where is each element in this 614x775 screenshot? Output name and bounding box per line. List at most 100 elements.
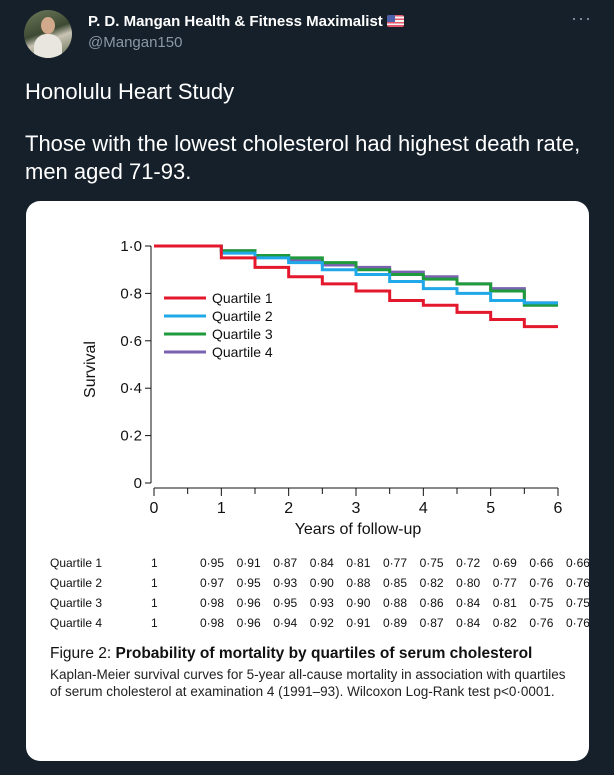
table-cell: 0·84 — [456, 616, 481, 630]
y-tick-label: 0·8 — [120, 285, 142, 302]
survival-chart: 0 0·2 0·4 0·6 0·8 1·0 0 1 2 3 4 5 6 Years of follow-u… — [82, 238, 563, 538]
tweet-header: P. D. Mangan Health & Fitness Maximalist… — [0, 0, 614, 70]
x-tick-label: 3 — [352, 500, 361, 517]
table-cell: 0·72 — [456, 556, 481, 570]
table-values: 0·97 0·95 0·93 0·90 0·88 0·85 0·82 0·80 0·77 0·76… — [200, 576, 589, 590]
x-tick-label: 4 — [419, 500, 428, 517]
table-values: 0·95 0·91 0·87 0·84 0·81 0·77 0·75 0·72 0·69 0·66… — [200, 556, 589, 570]
more-options-icon[interactable]: ··· — [571, 8, 592, 28]
table-cell: 0·91 — [236, 556, 261, 570]
chart-series — [154, 244, 558, 329]
table-values: 0·98 0·96 0·94 0·92 0·91 0·89 0·87 0·84 0·82 0·76… — [200, 616, 589, 630]
table-cell: 0·90 — [346, 596, 371, 610]
author-name-link[interactable]: P. D. Mangan Health & Fitness Maximalist — [88, 13, 404, 30]
table-cell: 0·96 — [236, 596, 261, 610]
y-tick-label: 0·6 — [120, 333, 142, 350]
table-row-label: Quartile 2 — [50, 576, 103, 590]
caption-title: Figure 2: Probability of mortality by qu… — [50, 644, 570, 663]
table-cell: 0·75 — [565, 596, 589, 610]
figure-caption: Figure 2: Probability of mortality by qu… — [50, 644, 570, 700]
table-cell: 0·88 — [346, 576, 371, 590]
table-row-label: Quartile 1 — [50, 556, 103, 570]
table-cell: 0·95 — [236, 576, 261, 590]
table-cell: 0·75 — [529, 596, 554, 610]
risk-table: Quartile 1 1 0·95 0·91 0·87 0·84 0·81 0·77 0·75 0… — [50, 553, 589, 633]
table-cell: 0·81 — [492, 596, 517, 610]
x-tick-label: 2 — [284, 500, 293, 517]
table-cell: 0·87 — [419, 616, 444, 630]
legend-label: Quartile 1 — [212, 290, 273, 306]
legend-label: Quartile 4 — [212, 344, 273, 360]
table-start-value: 1 — [151, 616, 158, 630]
chart-legend: Quartile 1 Quartile 2 Quartile 3 Quartile 4 — [164, 290, 273, 360]
table-row: Quartile 3 1 0·98 0·96 0·95 0·93 0·90 0·88 0·86 0… — [50, 593, 589, 613]
table-cell: 0·91 — [346, 616, 371, 630]
table-cell: 0·66 — [565, 556, 589, 570]
table-start-value: 1 — [151, 556, 158, 570]
table-cell: 0·77 — [382, 556, 407, 570]
table-cell: 0·87 — [273, 556, 298, 570]
caption-title-text: Probability of mortality by quartiles of… — [115, 645, 533, 662]
series-line-quartile-2 — [154, 244, 558, 305]
table-cell: 0·86 — [419, 596, 444, 610]
table-cell: 0·69 — [492, 556, 517, 570]
table-cell: 0·96 — [236, 616, 261, 630]
table-cell: 0·84 — [456, 596, 481, 610]
table-row: Quartile 4 1 0·98 0·96 0·94 0·92 0·91 0·89 0·87 0… — [50, 613, 589, 633]
legend-label: Quartile 2 — [212, 308, 273, 324]
table-cell: 0·82 — [419, 576, 444, 590]
table-cell: 0·77 — [492, 576, 517, 590]
y-tick-label: 0 — [134, 475, 142, 492]
table-cell: 0·75 — [419, 556, 444, 570]
tweet-text: Honolulu Heart Study Those with the lowe… — [25, 78, 585, 186]
table-cell: 0·88 — [382, 596, 407, 610]
table-cell: 0·82 — [492, 616, 517, 630]
table-cell: 0·66 — [529, 556, 554, 570]
y-axis-title: Survival — [82, 341, 99, 398]
table-cell: 0·76 — [529, 616, 554, 630]
table-cell: 0·90 — [309, 576, 334, 590]
avatar-body-shape — [34, 34, 62, 58]
avatar[interactable] — [24, 10, 72, 58]
table-cell: 0·76 — [529, 576, 554, 590]
table-cell: 0·95 — [273, 596, 298, 610]
table-cell: 0·98 — [200, 596, 225, 610]
table-start-value: 1 — [151, 576, 158, 590]
chart-axes: 0 0·2 0·4 0·6 0·8 1·0 0 1 2 3 4 5 6 Years of follow-u… — [82, 238, 563, 538]
table-cell: 0·93 — [309, 596, 334, 610]
x-tick-label: 1 — [217, 500, 226, 517]
tweet-text-line2: Those with the lowest cholesterol had hi… — [25, 131, 581, 184]
x-tick-label: 0 — [150, 500, 159, 517]
avatar-head-shape — [41, 17, 55, 34]
table-row-label: Quartile 4 — [50, 616, 103, 630]
table-cell: 0·98 — [200, 616, 225, 630]
y-tick-label: 0·4 — [120, 380, 142, 397]
table-row-label: Quartile 3 — [50, 596, 103, 610]
caption-figure-number: Figure 2: — [50, 645, 116, 662]
table-cell: 0·94 — [273, 616, 298, 630]
table-cell: 0·97 — [200, 576, 225, 590]
tweet-text-line1: Honolulu Heart Study — [25, 79, 235, 104]
table-cell: 0·76 — [565, 616, 589, 630]
tweet-media-image[interactable]: 0 0·2 0·4 0·6 0·8 1·0 0 1 2 3 4 5 6 Years of follow-u… — [26, 201, 589, 761]
table-cell: 0·84 — [309, 556, 334, 570]
author-name: P. D. Mangan Health & Fitness Maximalist — [88, 13, 383, 30]
table-row: Quartile 2 1 0·97 0·95 0·93 0·90 0·88 0·85 0·82 0… — [50, 573, 589, 593]
x-axis-title: Years of follow-up — [295, 521, 422, 538]
table-cell: 0·89 — [382, 616, 407, 630]
table-cell: 0·92 — [309, 616, 334, 630]
y-tick-label: 1·0 — [120, 238, 142, 255]
table-cell: 0·76 — [565, 576, 589, 590]
table-cell: 0·80 — [456, 576, 481, 590]
table-cell: 0·95 — [200, 556, 225, 570]
table-cell: 0·93 — [273, 576, 298, 590]
table-row: Quartile 1 1 0·95 0·91 0·87 0·84 0·81 0·77 0·75 0… — [50, 553, 589, 573]
table-cell: 0·85 — [382, 576, 407, 590]
series-line-quartile-1 — [154, 244, 558, 329]
legend-label: Quartile 3 — [212, 326, 273, 342]
table-cell: 0·81 — [346, 556, 371, 570]
us-flag-icon — [386, 15, 404, 27]
author-handle[interactable]: @Mangan150 — [88, 34, 183, 51]
table-start-value: 1 — [151, 596, 158, 610]
caption-body: Kaplan-Meier survival curves for 5-year … — [50, 667, 566, 699]
